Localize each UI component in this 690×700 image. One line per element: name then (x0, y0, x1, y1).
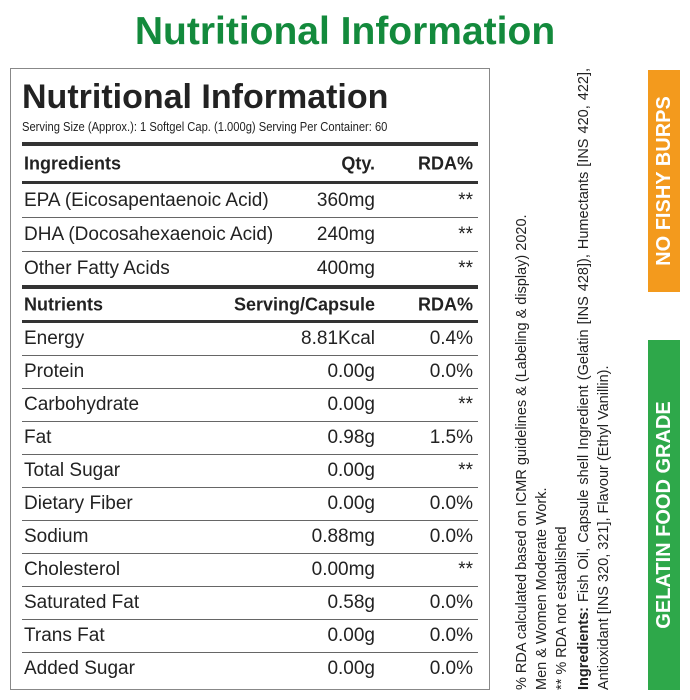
cell: ** (458, 460, 473, 481)
note: % RDA calculated based on ICMR guideline… (514, 214, 530, 690)
table-row: Trans Fat 0.00g 0.0% (22, 620, 478, 653)
cell: Dietary Fiber (24, 493, 133, 514)
table-row: Protein 0.00g 0.0% (22, 356, 478, 389)
cell: ** (458, 394, 473, 415)
table-row: Energy 8.81Kcal 0.4% (22, 323, 478, 356)
cell: Carbohydrate (24, 394, 140, 415)
cell: Added Sugar (24, 658, 135, 679)
cell: 0.0% (429, 526, 473, 547)
page-title: Nutritional Information (134, 10, 556, 53)
cell: Saturated Fat (24, 592, 140, 613)
table-row: Added Sugar 0.00g 0.0% (22, 653, 478, 685)
badge: GELATIN FOOD GRADE (648, 340, 680, 690)
cell: Total Sugar (24, 460, 121, 481)
cell: 0.00mg (311, 559, 375, 580)
badge: NO FISHY BURPS (648, 70, 680, 292)
table-row: EPA (Eicosapentaenoic Acid) 360mg ** (22, 184, 478, 218)
table-row: Other Fatty Acids 400mg ** (22, 252, 478, 285)
header-cell: Nutrients (24, 294, 104, 314)
table-row: Total Sugar 0.00g ** (22, 455, 478, 488)
table-header: Ingredients Qty. RDA% (22, 146, 478, 184)
ingredients-label: Ingredients: (576, 607, 592, 690)
table-row: Fat 0.98g 1.5% (22, 422, 478, 455)
cell: 0.0% (429, 658, 473, 679)
cell: 0.0% (429, 493, 473, 514)
ingredients-text: Fish Oil, Capsule shell Ingredient (Gela… (576, 68, 612, 690)
cell: 0.00g (327, 625, 375, 646)
ingredients-table: Ingredients Qty. RDA% EPA (Eicosapentaenoic… (22, 142, 478, 285)
cell: ** (458, 257, 473, 279)
serving-info: Serving Size (Approx.): 1 Softgel Cap. (… (22, 119, 388, 134)
cell: 0.00g (327, 394, 375, 415)
cell: DHA (Docosahexaenoic Acid) (24, 223, 274, 245)
cell: ** (458, 189, 473, 211)
note: ** % RDA not established (554, 526, 570, 690)
cell: 0.58g (327, 592, 375, 613)
cell: Trans Fat (24, 625, 105, 646)
header-cell: RDA% (417, 294, 473, 314)
cell: 0.0% (429, 592, 473, 613)
header-cell: RDA% (417, 153, 473, 173)
cell: 0.88mg (311, 526, 375, 547)
label-box (10, 68, 490, 690)
cell: 0.0% (429, 361, 473, 382)
cell: Other Fatty Acids (24, 257, 170, 279)
cell: 8.81Kcal (301, 328, 375, 349)
cell: 360mg (316, 189, 375, 211)
cell: 400mg (316, 257, 375, 279)
cell: ** (458, 559, 473, 580)
cell: ** (458, 223, 473, 245)
nutrients-table: Nutrients Serving/Capsule RDA% Energy 8.81Kc… (22, 285, 478, 685)
table-row: DHA (Docosahexaenoic Acid) 240mg ** (22, 218, 478, 252)
header-cell: Ingredients (24, 153, 122, 173)
cell: 0.98g (327, 427, 375, 448)
cell: 0.00g (327, 460, 375, 481)
cell: 0.00g (327, 658, 375, 679)
cell: Protein (24, 361, 85, 382)
table-header: Nutrients Serving/Capsule RDA% (22, 289, 478, 323)
table-row: Sodium 0.88mg 0.0% (22, 521, 478, 554)
table-row: Dietary Fiber 0.00g 0.0% (22, 488, 478, 521)
cell: 1.5% (429, 427, 473, 448)
note: Men & Women Moderate Work. (534, 487, 550, 690)
table-row: Cholesterol 0.00mg ** (22, 554, 478, 587)
table-row: Carbohydrate 0.00g ** (22, 389, 478, 422)
header-cell: Qty. (341, 153, 375, 173)
cell: Cholesterol (24, 559, 121, 580)
header-cell: Serving/Capsule (233, 294, 375, 314)
cell: Energy (24, 328, 85, 349)
cell: Sodium (24, 526, 89, 547)
cell: 0.00g (327, 493, 375, 514)
cell: 0.0% (429, 625, 473, 646)
cell: Fat (24, 427, 52, 448)
cell: 0.4% (429, 328, 473, 349)
ingredients-note: Ingredients: Fish Oil, Capsule shell Ing… (574, 68, 614, 690)
cell: 0.00g (327, 361, 375, 382)
cell: 240mg (316, 223, 375, 245)
label-title: Nutritional Information (22, 78, 389, 116)
side-notes: % RDA calculated based on ICMR guideline… (512, 68, 640, 690)
cell: EPA (Eicosapentaenoic Acid) (24, 189, 269, 211)
table-row: Saturated Fat 0.58g 0.0% (22, 587, 478, 620)
